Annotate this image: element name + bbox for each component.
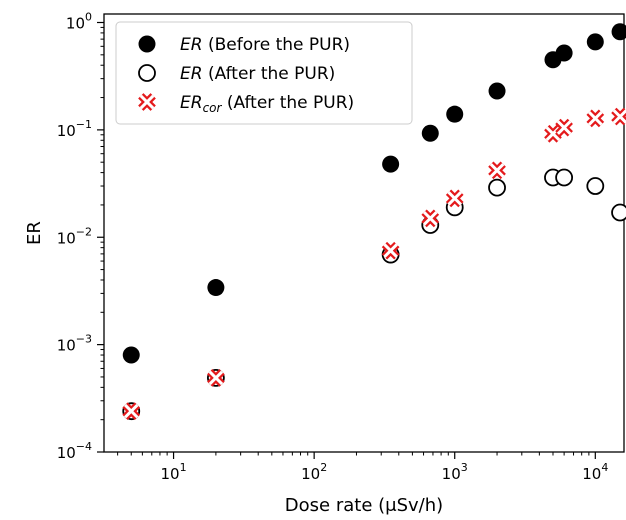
legend-marker-ercor xyxy=(138,93,156,111)
legend: ER (Before the PUR) ER (After the PUR) E… xyxy=(115,21,413,125)
point-ercor-after-pur xyxy=(122,402,141,421)
legend-entry-after-pur: ER (After the PUR) xyxy=(180,64,335,84)
x-tick-label: 103 xyxy=(442,461,468,483)
point-er-before-pur xyxy=(207,279,225,297)
y-tick-label: 10−2 xyxy=(57,225,92,247)
point-er-before-pur xyxy=(122,346,140,364)
point-er-before-pur xyxy=(586,33,604,51)
data-points xyxy=(122,23,626,421)
point-er-after-pur xyxy=(555,168,574,187)
y-axis-label: ER xyxy=(24,221,45,245)
point-er-before-pur xyxy=(488,82,506,100)
y-tick-label: 10−4 xyxy=(57,440,92,462)
x-axis-ticks: 101 102 103 104 xyxy=(117,452,608,483)
point-ercor-after-pur xyxy=(421,209,440,228)
point-ercor-after-pur xyxy=(611,107,626,126)
point-er-before-pur xyxy=(382,155,400,173)
x-tick-label: 101 xyxy=(161,461,187,483)
legend-marker-before-pur xyxy=(138,35,156,53)
y-tick-label: 10−3 xyxy=(57,333,92,355)
point-er-before-pur xyxy=(421,124,439,142)
y-tick-label: 100 xyxy=(66,11,92,33)
point-ercor-after-pur xyxy=(555,118,573,137)
point-ercor-after-pur xyxy=(488,161,506,180)
legend-entry-before-pur: ER (Before the PUR) xyxy=(180,35,350,55)
x-tick-label: 102 xyxy=(301,461,327,483)
point-er-before-pur xyxy=(611,23,626,41)
point-er-after-pur xyxy=(611,203,626,222)
x-axis-label: Dose rate (μSv/h) xyxy=(285,495,443,516)
point-ercor-after-pur xyxy=(586,109,605,128)
point-er-before-pur xyxy=(446,105,464,123)
y-tick-label: 10−1 xyxy=(57,118,92,140)
point-er-after-pur xyxy=(586,177,605,195)
x-tick-label: 104 xyxy=(582,461,608,483)
point-ercor-after-pur xyxy=(445,189,464,208)
y-axis-ticks: 10−4 10−3 10−2 10−1 100 xyxy=(57,11,104,462)
legend-box xyxy=(115,21,413,125)
point-ercor-after-pur xyxy=(381,241,400,260)
legend-entry-ercor: ERcor (After the PUR) xyxy=(180,93,354,115)
point-er-after-pur xyxy=(488,178,506,197)
legend-marker-after-pur xyxy=(138,64,156,82)
point-er-before-pur xyxy=(555,44,573,62)
point-ercor-after-pur xyxy=(207,369,225,387)
